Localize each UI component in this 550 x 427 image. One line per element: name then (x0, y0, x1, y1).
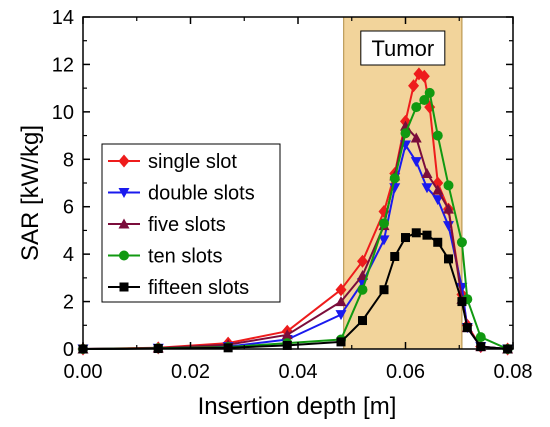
data-point (335, 283, 347, 297)
data-point (457, 297, 467, 307)
legend-label: double slots (148, 183, 255, 205)
legend-marker (119, 250, 129, 261)
data-point (400, 128, 411, 139)
data-point (379, 285, 389, 295)
data-point (456, 237, 467, 248)
data-point (410, 132, 422, 143)
data-point (424, 87, 435, 98)
x-tick-label: 0.08 (494, 361, 533, 383)
data-point (223, 343, 233, 353)
data-point (475, 332, 486, 343)
data-point (335, 310, 347, 321)
data-point (357, 269, 368, 280)
legend-item: five slots (108, 214, 226, 236)
legend-item: fifteen slots (108, 277, 249, 299)
data-point (419, 95, 430, 105)
x-tick-label: 0.06 (386, 361, 425, 383)
data-point (432, 130, 443, 141)
data-point (418, 69, 430, 83)
x-axis-title: Insertion depth [m] (198, 393, 397, 420)
legend-label: five slots (148, 214, 226, 236)
legend-marker (118, 188, 130, 198)
legend-marker (118, 154, 130, 168)
y-tick-label: 8 (63, 149, 74, 171)
y-tick-label: 10 (52, 102, 74, 124)
y-tick-label: 4 (63, 244, 74, 266)
tumor-label-box (360, 30, 446, 66)
data-point (410, 157, 422, 168)
data-point (444, 254, 453, 264)
x-tick-label: 0.04 (279, 361, 318, 383)
data-point (389, 173, 400, 184)
data-point (379, 218, 389, 229)
legend-item: double slots (108, 183, 255, 205)
data-point (357, 284, 368, 295)
data-point (421, 168, 433, 179)
y-tick-label: 12 (52, 54, 74, 76)
y-tick-label: 6 (63, 197, 74, 219)
data-point (433, 237, 443, 247)
data-point (421, 183, 433, 194)
data-point (358, 316, 367, 326)
legend-marker (119, 282, 129, 292)
data-point (432, 184, 444, 195)
data-point (462, 323, 472, 333)
y-tick-label: 2 (63, 292, 74, 314)
data-point (282, 340, 292, 350)
y-tick-label: 14 (52, 7, 74, 29)
data-point (411, 102, 422, 113)
data-point (401, 233, 410, 243)
data-point (281, 329, 293, 340)
data-point (432, 195, 444, 206)
data-point (422, 230, 432, 240)
legend-item: ten slots (108, 246, 222, 268)
legend-label: single slot (148, 151, 237, 173)
legend-item: single slot (108, 151, 237, 173)
data-point (408, 79, 420, 93)
legend-label: ten slots (148, 246, 222, 268)
x-tick-label: 0.02 (171, 361, 210, 383)
y-axis-title: SAR [kW/kg] (17, 125, 44, 261)
data-point (443, 180, 454, 191)
x-tick-label: 0.00 (64, 361, 103, 383)
series-line (82, 91, 509, 350)
data-point (476, 342, 486, 352)
data-point (378, 235, 390, 246)
data-point (390, 252, 400, 262)
legend-marker (118, 218, 130, 229)
data-point (443, 203, 454, 214)
legend-label: fifteen slots (148, 277, 249, 299)
data-point (411, 228, 421, 238)
tumor-label: Tumor (371, 36, 434, 61)
y-tick-label: 0 (63, 339, 74, 361)
data-point (357, 254, 368, 268)
data-point (336, 337, 346, 347)
data-point (335, 296, 347, 307)
